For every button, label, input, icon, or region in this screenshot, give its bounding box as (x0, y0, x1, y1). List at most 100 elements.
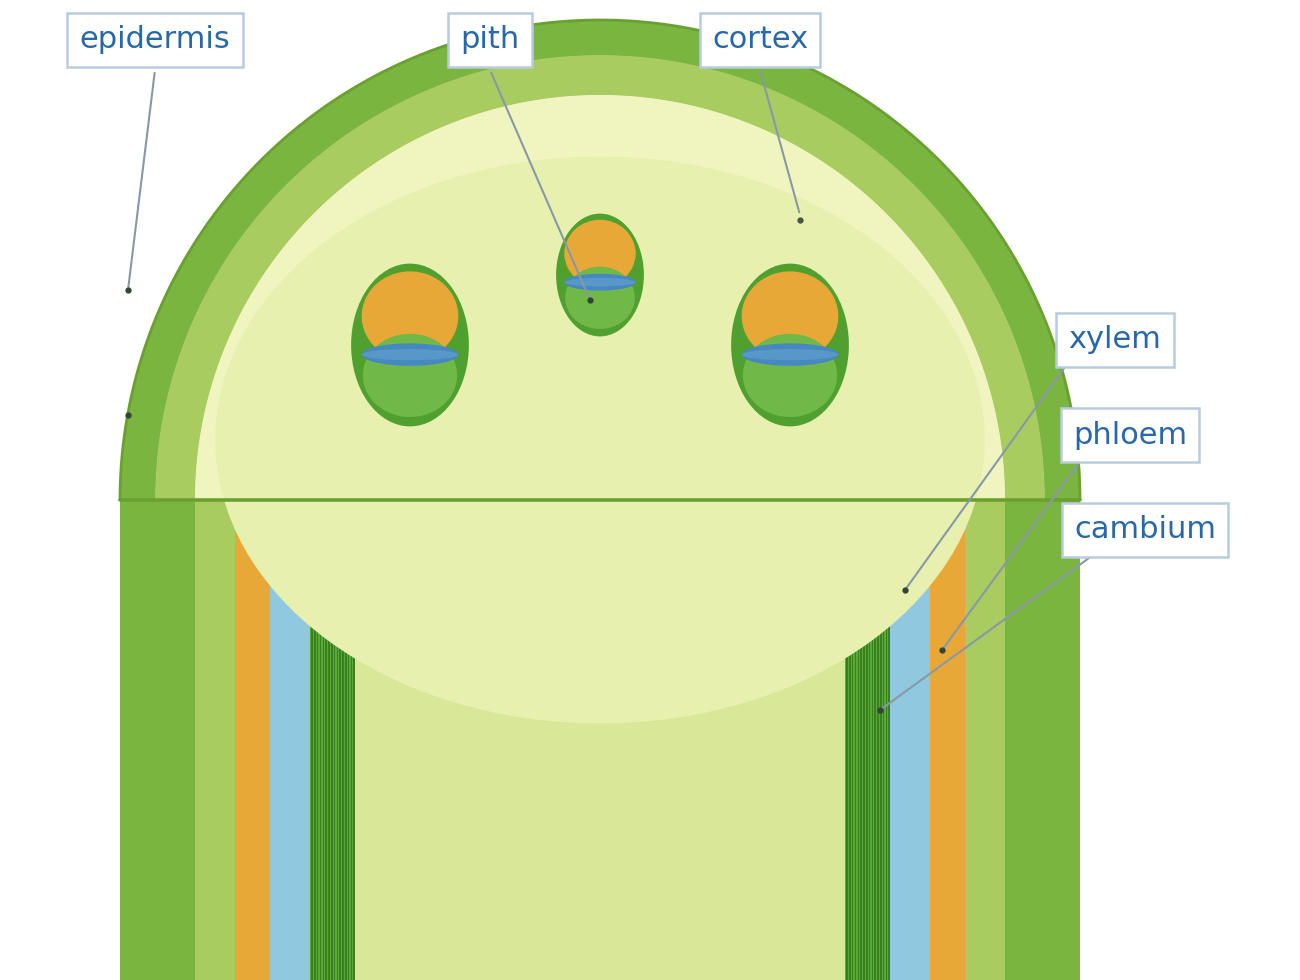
Text: cambium: cambium (1074, 515, 1216, 545)
Polygon shape (879, 500, 880, 523)
Polygon shape (322, 500, 324, 980)
Polygon shape (880, 500, 881, 980)
Polygon shape (334, 500, 335, 980)
Polygon shape (344, 500, 347, 980)
Polygon shape (337, 500, 339, 523)
Polygon shape (888, 500, 891, 523)
Polygon shape (862, 500, 865, 523)
Polygon shape (846, 500, 848, 980)
Polygon shape (354, 500, 355, 523)
Polygon shape (852, 500, 853, 980)
Polygon shape (325, 500, 326, 980)
Polygon shape (120, 500, 195, 980)
Polygon shape (875, 500, 878, 523)
Polygon shape (317, 500, 318, 980)
Polygon shape (878, 500, 879, 980)
Polygon shape (195, 95, 1005, 500)
Polygon shape (965, 480, 1005, 500)
Polygon shape (858, 500, 859, 980)
Polygon shape (351, 500, 352, 980)
Polygon shape (195, 95, 1005, 500)
Polygon shape (120, 463, 195, 500)
Ellipse shape (742, 343, 838, 366)
Polygon shape (312, 500, 313, 523)
Ellipse shape (216, 157, 985, 723)
Ellipse shape (732, 265, 848, 425)
Polygon shape (846, 500, 848, 523)
Polygon shape (875, 500, 876, 980)
Polygon shape (885, 500, 887, 980)
Ellipse shape (566, 267, 634, 329)
Polygon shape (1005, 463, 1080, 500)
Polygon shape (341, 500, 342, 523)
Polygon shape (854, 500, 857, 980)
Polygon shape (315, 500, 316, 980)
Ellipse shape (564, 278, 636, 286)
Polygon shape (866, 500, 867, 523)
Polygon shape (270, 500, 309, 980)
Polygon shape (324, 500, 326, 523)
Polygon shape (311, 500, 313, 980)
Text: cortex: cortex (712, 25, 809, 55)
Polygon shape (885, 500, 887, 523)
Polygon shape (320, 500, 321, 980)
Polygon shape (354, 500, 355, 980)
Polygon shape (1005, 500, 1080, 980)
Polygon shape (853, 500, 854, 523)
Polygon shape (155, 55, 1045, 500)
Polygon shape (965, 500, 1005, 980)
Polygon shape (857, 500, 858, 523)
Ellipse shape (558, 215, 642, 335)
Polygon shape (872, 500, 874, 523)
Polygon shape (871, 500, 874, 980)
Polygon shape (883, 500, 884, 980)
Polygon shape (350, 500, 352, 523)
Polygon shape (328, 500, 330, 980)
Polygon shape (342, 500, 343, 980)
Polygon shape (120, 20, 1080, 500)
Polygon shape (235, 500, 270, 980)
Polygon shape (845, 500, 890, 980)
Polygon shape (891, 480, 930, 500)
Text: pith: pith (460, 25, 520, 55)
Polygon shape (195, 500, 235, 980)
Polygon shape (309, 500, 355, 522)
Polygon shape (120, 20, 1080, 500)
Polygon shape (930, 500, 965, 980)
Polygon shape (861, 500, 862, 980)
Text: xylem: xylem (1069, 325, 1161, 355)
Polygon shape (355, 255, 845, 500)
Polygon shape (348, 500, 350, 980)
Polygon shape (337, 500, 338, 980)
Ellipse shape (742, 349, 838, 361)
Polygon shape (330, 500, 333, 523)
Polygon shape (891, 500, 930, 980)
Polygon shape (334, 500, 335, 523)
Polygon shape (347, 500, 348, 523)
Polygon shape (355, 500, 845, 980)
Polygon shape (339, 500, 341, 980)
Ellipse shape (564, 273, 636, 291)
Polygon shape (850, 500, 852, 523)
Polygon shape (343, 500, 346, 523)
Ellipse shape (352, 265, 468, 425)
Polygon shape (309, 500, 355, 980)
Polygon shape (868, 500, 870, 980)
Polygon shape (235, 482, 270, 500)
Polygon shape (321, 500, 322, 523)
Polygon shape (332, 500, 333, 980)
Polygon shape (328, 500, 329, 523)
Polygon shape (849, 500, 850, 980)
Text: phloem: phloem (1072, 420, 1187, 450)
Polygon shape (195, 480, 235, 500)
Ellipse shape (361, 271, 459, 361)
Polygon shape (863, 500, 864, 980)
Polygon shape (930, 482, 965, 500)
Ellipse shape (742, 334, 837, 417)
Polygon shape (881, 500, 884, 523)
Polygon shape (270, 480, 309, 500)
Ellipse shape (361, 343, 459, 366)
Ellipse shape (742, 271, 838, 361)
Polygon shape (225, 125, 975, 500)
Ellipse shape (361, 349, 459, 361)
